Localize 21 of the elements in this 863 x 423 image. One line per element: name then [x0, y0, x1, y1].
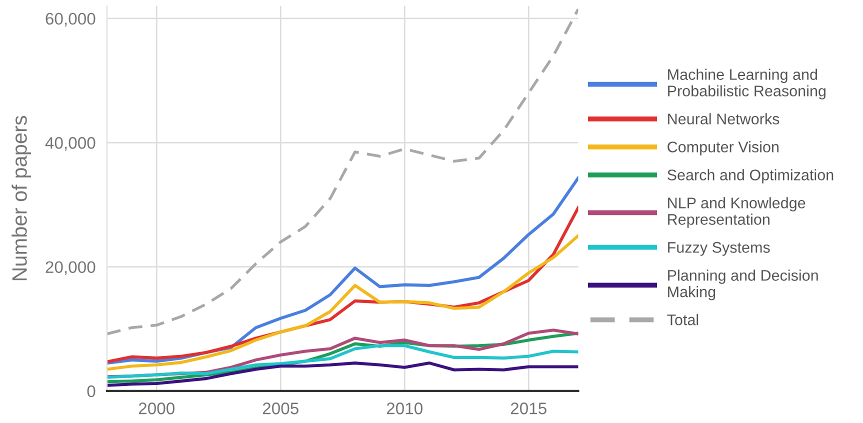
legend-label: Computer Vision	[668, 141, 778, 156]
line-series	[107, 8, 578, 336]
y-tick-label: 0	[87, 385, 96, 398]
y-tick-label: 60,000	[46, 12, 96, 27]
legend-label: Planning and Decision Making	[668, 270, 818, 300]
legend-label: Fuzzy Systems	[668, 242, 770, 256]
y-axis-title: Number of papers	[12, 116, 32, 280]
line-series	[107, 234, 578, 371]
line-series	[107, 344, 578, 379]
x-tick-label: 2005	[262, 402, 298, 414]
legend-label: Neural Networks	[668, 113, 780, 124]
line-series	[107, 362, 578, 387]
x-tick-label: 2010	[386, 402, 422, 414]
legend-label: Search and Optimization	[668, 169, 834, 184]
legend-label: Total	[667, 314, 698, 326]
x-tick-label: 2000	[138, 402, 174, 414]
y-tick-label: 20,000	[46, 261, 96, 275]
x-tick-label: 2015	[510, 402, 546, 414]
y-tick-label: 40,000	[45, 137, 96, 151]
legend-label: Machine Learning and Probabilistic Reasoning	[668, 68, 826, 100]
legend-label: NLP and Knowledge Representation	[668, 197, 806, 228]
